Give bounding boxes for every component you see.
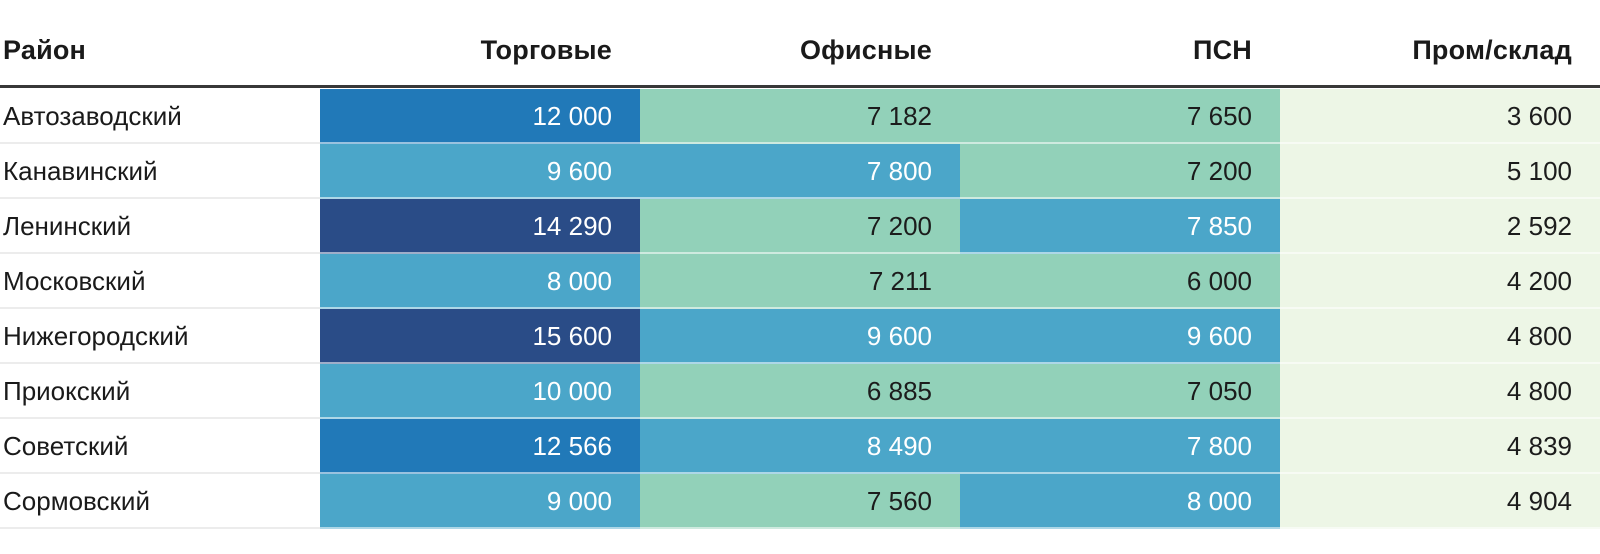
value-cell: 4 800 — [1280, 309, 1600, 364]
column-header-industrial: Пром/склад — [1412, 35, 1572, 65]
table-row: Сормовский 9 000 7 560 8 000 4 904 — [0, 474, 1600, 529]
value-cell: 8 000 — [320, 254, 640, 309]
row-header-district: Сормовский — [0, 474, 320, 529]
table-row: Советский 12 566 8 490 7 800 4 839 — [0, 419, 1600, 474]
value-cell: 10 000 — [320, 364, 640, 419]
value-cell: 8 490 — [640, 419, 960, 474]
value-cell: 12 566 — [320, 419, 640, 474]
value-cell: 6 000 — [960, 254, 1280, 309]
value-cell: 7 200 — [960, 144, 1280, 199]
value-cell: 7 182 — [640, 89, 960, 144]
row-header-district: Приокский — [0, 364, 320, 419]
value-cell: 7 211 — [640, 254, 960, 309]
value-cell: 9 600 — [640, 309, 960, 364]
value-cell: 7 800 — [640, 144, 960, 199]
value-cell: 2 592 — [1280, 199, 1600, 254]
row-header-district: Советский — [0, 419, 320, 474]
value-cell: 7 850 — [960, 199, 1280, 254]
row-header-district: Канавинский — [0, 144, 320, 199]
table-row: Нижегородский 15 600 9 600 9 600 4 800 — [0, 309, 1600, 364]
value-cell: 7 200 — [640, 199, 960, 254]
value-cell: 6 885 — [640, 364, 960, 419]
row-header-district: Московский — [0, 254, 320, 309]
row-header-district: Автозаводский — [0, 89, 320, 144]
table-header: Район Торговые Офисные ПСН Пром/склад — [0, 0, 1600, 85]
table-row: Канавинский 9 600 7 800 7 200 5 100 — [0, 144, 1600, 199]
table-row: Приокский 10 000 6 885 7 050 4 800 — [0, 364, 1600, 419]
value-cell: 3 600 — [1280, 89, 1600, 144]
table-row: Московский 8 000 7 211 6 000 4 200 — [0, 254, 1600, 309]
value-cell: 9 600 — [320, 144, 640, 199]
value-cell: 12 000 — [320, 89, 640, 144]
value-cell: 5 100 — [1280, 144, 1600, 199]
value-cell: 4 904 — [1280, 474, 1600, 529]
value-cell: 7 050 — [960, 364, 1280, 419]
row-header-district: Ленинский — [0, 199, 320, 254]
value-cell: 4 839 — [1280, 419, 1600, 474]
row-header-district: Нижегородский — [0, 309, 320, 364]
value-cell: 9 000 — [320, 474, 640, 529]
table-row: Ленинский 14 290 7 200 7 850 2 592 — [0, 199, 1600, 254]
value-cell: 7 560 — [640, 474, 960, 529]
table-body: Автозаводский 12 000 7 182 7 650 3 600 К… — [0, 89, 1600, 529]
value-cell: 9 600 — [960, 309, 1280, 364]
column-header-office: Офисные — [799, 35, 932, 65]
value-cell: 7 650 — [960, 89, 1280, 144]
value-cell: 14 290 — [320, 199, 640, 254]
column-header-retail: Торговые — [480, 35, 612, 65]
column-header-psn: ПСН — [1192, 35, 1252, 65]
value-cell: 4 800 — [1280, 364, 1600, 419]
table-row: Автозаводский 12 000 7 182 7 650 3 600 — [0, 89, 1600, 144]
value-cell: 15 600 — [320, 309, 640, 364]
header-divider — [0, 85, 1600, 88]
column-header-district: Район — [3, 35, 87, 65]
value-cell: 8 000 — [960, 474, 1280, 529]
value-cell: 7 800 — [960, 419, 1280, 474]
value-cell: 4 200 — [1280, 254, 1600, 309]
